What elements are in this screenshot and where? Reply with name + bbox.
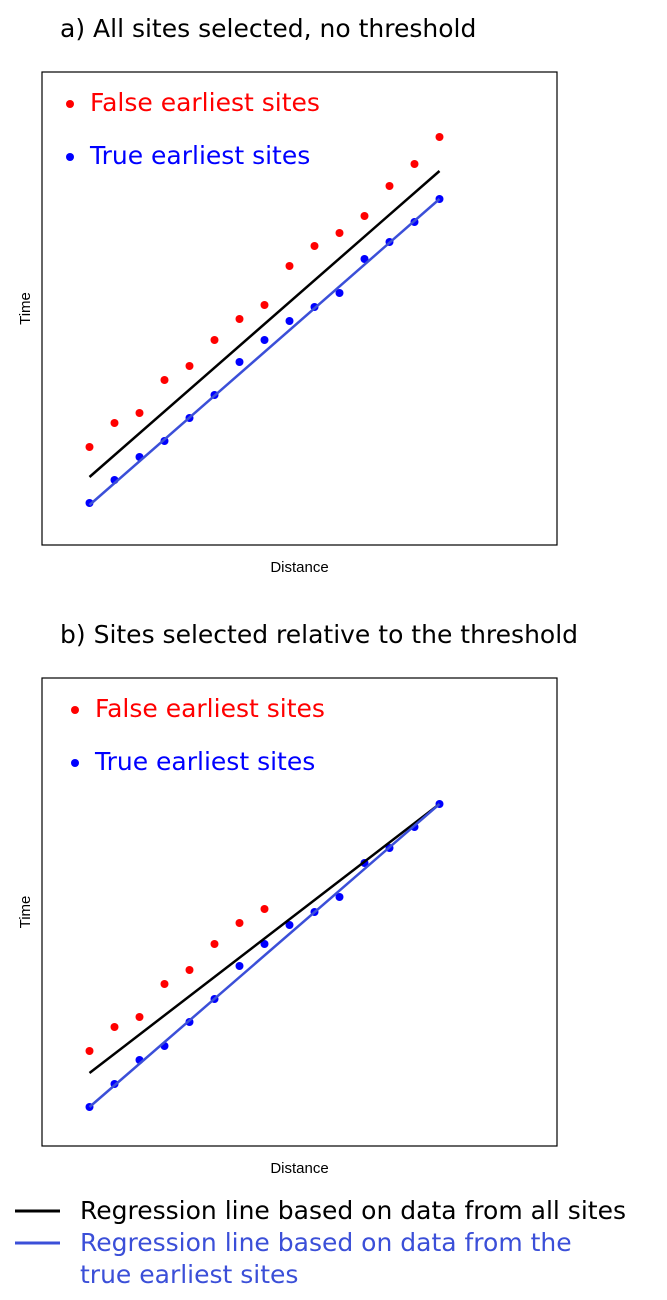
point [235, 919, 244, 927]
point [85, 1047, 94, 1055]
legend-marker [66, 100, 74, 108]
point [385, 182, 394, 190]
regression-line [88, 803, 441, 1108]
point [185, 362, 194, 370]
legend-marker [71, 759, 79, 767]
point [285, 921, 294, 929]
legend-black-label: Regression line based on data from all s… [80, 1196, 626, 1225]
point [85, 499, 94, 507]
x-axis-label: Distance [270, 1160, 328, 1177]
point [235, 962, 244, 970]
point [85, 443, 94, 451]
legend-marker [71, 706, 79, 714]
point [135, 1013, 144, 1021]
regression-line [88, 198, 441, 506]
point [110, 1023, 119, 1031]
legend-label: True earliest sites [89, 141, 310, 170]
legend-blue-label: Regression line based on data from the t… [80, 1228, 572, 1289]
point [360, 255, 369, 263]
regression-line [88, 170, 441, 478]
point [285, 262, 294, 270]
y-axis-label: Time [17, 292, 34, 325]
point [285, 317, 294, 325]
point [210, 940, 219, 948]
point [435, 133, 444, 141]
point [335, 893, 344, 901]
point [310, 242, 319, 250]
point [260, 940, 269, 948]
plot-frame [41, 677, 558, 1147]
legend-label: False earliest sites [95, 694, 325, 723]
point [260, 336, 269, 344]
legend-label: False earliest sites [90, 88, 320, 117]
point [160, 980, 169, 988]
point [185, 966, 194, 974]
point [135, 409, 144, 417]
point [335, 229, 344, 237]
point [235, 315, 244, 323]
legend-label: True earliest sites [94, 747, 315, 776]
point [160, 376, 169, 384]
legend-marker [66, 153, 74, 161]
point [210, 336, 219, 344]
point [410, 160, 419, 168]
point [260, 905, 269, 913]
regression-line [88, 803, 441, 1074]
plot-frame [41, 71, 558, 546]
point [360, 212, 369, 220]
x-axis-label: Distance [270, 559, 328, 576]
y-axis-label: Time [17, 896, 34, 929]
point [235, 358, 244, 366]
point [335, 289, 344, 297]
point [260, 301, 269, 309]
point [110, 419, 119, 427]
chart-title: b) Sites selected relative to the thresh… [60, 620, 578, 649]
chart-title: a) All sites selected, no threshold [60, 14, 476, 43]
